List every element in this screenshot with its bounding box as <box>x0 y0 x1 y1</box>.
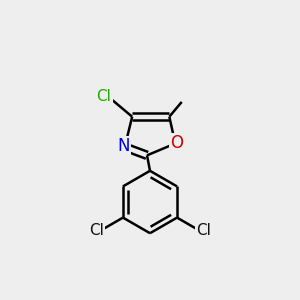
Text: Cl: Cl <box>196 223 211 238</box>
Text: N: N <box>117 137 130 155</box>
Text: Cl: Cl <box>89 223 104 238</box>
Text: Cl: Cl <box>97 88 112 104</box>
Text: O: O <box>170 134 183 152</box>
Text: methyl: methyl <box>183 88 232 103</box>
